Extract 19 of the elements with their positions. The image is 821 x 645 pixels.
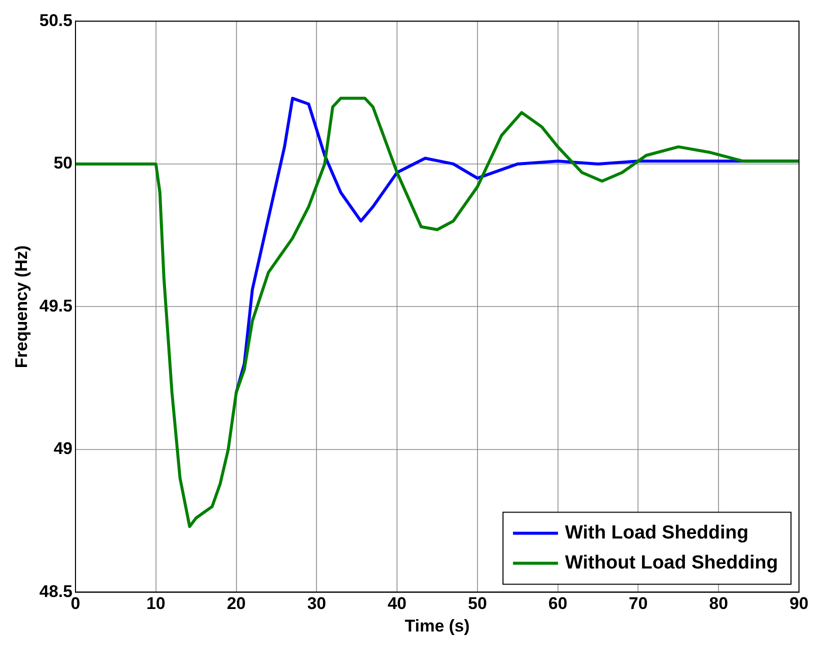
x-axis-title: Time (s) xyxy=(404,616,470,636)
x-tick-label: 90 xyxy=(790,594,808,614)
y-tick-label: 49.5 xyxy=(39,296,72,316)
x-tick-label: 40 xyxy=(388,594,407,614)
y-tick-label: 49 xyxy=(54,439,72,458)
x-tick-label: 80 xyxy=(709,594,728,614)
x-tick-label: 30 xyxy=(307,594,326,614)
y-tick-label: 48.5 xyxy=(39,582,72,601)
y-tick-label: 50.5 xyxy=(39,10,72,30)
legend-label: Without Load Shedding xyxy=(564,552,778,574)
x-tick-label: 60 xyxy=(548,594,568,614)
x-tick-label: 0 xyxy=(70,594,80,614)
y-axis-title: Frequency (Hz) xyxy=(12,245,31,368)
legend-label: With Load Shedding xyxy=(564,522,748,544)
x-tick-label: 10 xyxy=(146,594,166,614)
x-tick-label: 50 xyxy=(468,594,487,614)
y-tick-label: 50 xyxy=(54,154,72,173)
x-tick-label: 20 xyxy=(226,594,246,614)
x-tick-label: 70 xyxy=(628,594,648,614)
